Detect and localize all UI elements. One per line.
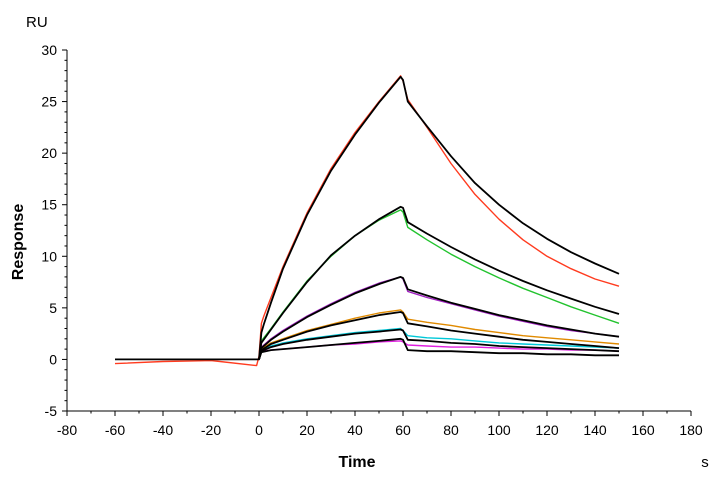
- x-tick-label: 120: [535, 422, 559, 438]
- y-tick-label: 20: [41, 145, 57, 161]
- x-tick-label: -60: [105, 422, 125, 438]
- x-tick-label: 180: [679, 422, 703, 438]
- x-tick-label: -80: [57, 422, 77, 438]
- x-tick-label: 80: [443, 422, 459, 438]
- x-tick-label: -40: [153, 422, 173, 438]
- plot-area: [114, 75, 620, 367]
- y-axis-title: Response: [10, 204, 27, 281]
- axes: -5 0 5 10 15 20 25 30 -80 -60 -40 -20 0 20 40 60 80 100 12…: [41, 42, 702, 438]
- x-tick-label: 160: [631, 422, 655, 438]
- x-tick-label: -20: [201, 422, 221, 438]
- response-curve: [258, 309, 620, 360]
- y-tick-label: 25: [41, 94, 57, 110]
- y-tick-label: 0: [49, 351, 57, 367]
- fit-curve: [258, 205, 620, 360]
- response-curve: [258, 209, 620, 360]
- y-tick-label: -5: [45, 403, 58, 419]
- fit-curve: [258, 276, 620, 360]
- x-tick-label: 0: [255, 422, 263, 438]
- y-unit-label: RU: [26, 14, 48, 31]
- fit-curve: [258, 311, 620, 360]
- fit-curve: [258, 337, 619, 360]
- y-tick-label: 5: [49, 300, 57, 316]
- y-tick-label: 30: [41, 42, 57, 58]
- x-tick-label: 60: [395, 422, 411, 438]
- x-axis-title: Time: [338, 454, 375, 471]
- response-curve: [258, 327, 620, 360]
- x-tick-label: 20: [299, 422, 315, 438]
- y-tick-label: 15: [41, 197, 57, 213]
- x-tick-label: 100: [487, 422, 511, 438]
- y-tick-label: 10: [41, 248, 57, 264]
- fit-curve: [258, 328, 620, 360]
- x-tick-label: 40: [347, 422, 363, 438]
- x-tick-label: 140: [583, 422, 607, 438]
- x-unit-label: s: [701, 454, 709, 471]
- fit-curve: [115, 75, 620, 361]
